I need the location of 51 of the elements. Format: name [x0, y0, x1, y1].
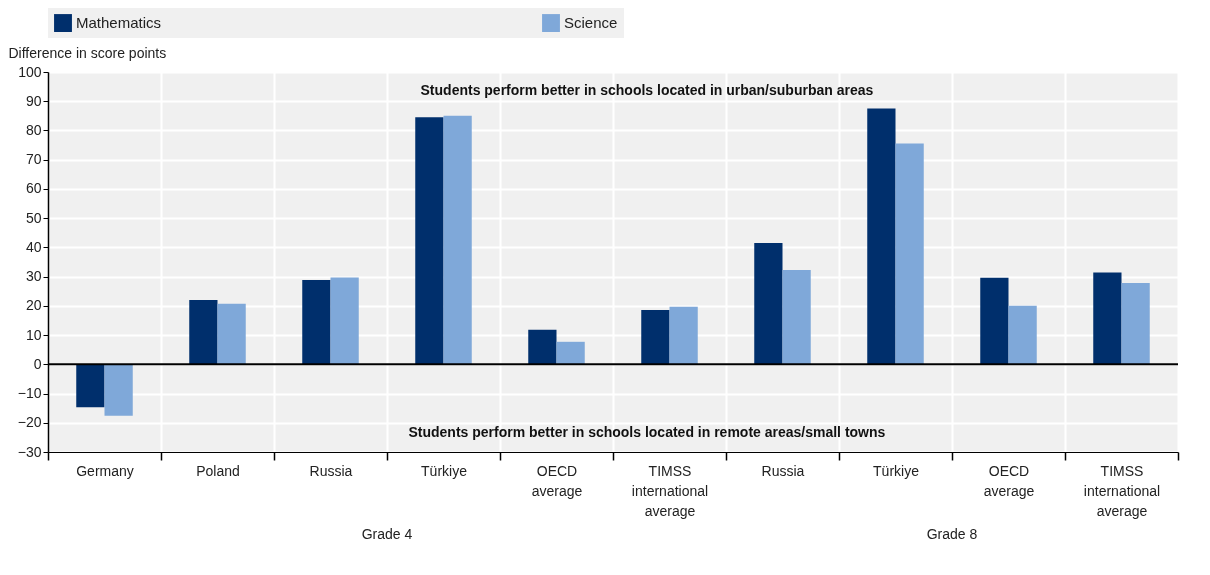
bar [415, 117, 444, 365]
bar [641, 309, 670, 365]
bar [1121, 283, 1150, 365]
bar [104, 364, 133, 416]
bar [302, 280, 331, 365]
x-tick-label: Türkiye [873, 462, 920, 479]
legend-label: Mathematics [76, 14, 162, 32]
bar [782, 269, 811, 365]
bar [76, 364, 105, 408]
bar [330, 277, 359, 365]
y-tick-label: 60 [25, 180, 42, 197]
y-tick-label: 90 [25, 92, 42, 109]
bar [443, 115, 472, 365]
x-tick-label: Türkiye [421, 462, 468, 479]
x-tick-label: Germany [76, 462, 134, 479]
bar [528, 329, 557, 365]
bar [980, 277, 1009, 365]
bar [1093, 272, 1122, 365]
y-tick-label: 20 [25, 297, 42, 314]
y-tick-label: −20 [17, 414, 42, 431]
x-tick-label: Russia [309, 462, 353, 479]
y-tick-label: 70 [25, 151, 42, 168]
x-tick-label: Poland [196, 462, 240, 479]
bar [217, 303, 246, 365]
x-tick-label: TIMSS international average [1083, 462, 1161, 519]
text: Grade 8 [926, 526, 978, 542]
annotation: Students perform better in schools located in urban/suburban areas [420, 82, 874, 98]
y-tick-label: −30 [17, 443, 42, 460]
annotation: Students perform better in schools located in remote areas/small towns [408, 424, 886, 440]
x-tick-label: OECD average [531, 462, 583, 499]
legend-label: Science [564, 14, 618, 32]
bar [754, 243, 783, 365]
y-tick-label: −10 [17, 385, 42, 402]
y-tick-label: 100 [18, 63, 42, 80]
x-tick-label: TIMSS international average [631, 462, 709, 519]
bar [1008, 305, 1037, 365]
bar [895, 143, 924, 365]
x-tick-label: OECD average [983, 462, 1035, 499]
bar [189, 300, 218, 365]
y-tick-label: 0 [33, 355, 42, 372]
y-tick-label: 40 [25, 238, 42, 255]
x-tick-label: Russia [761, 462, 805, 479]
bar [669, 306, 698, 365]
y-tick-label: 80 [25, 121, 42, 138]
bar [556, 341, 585, 365]
bar [867, 108, 896, 365]
y-tick-label: 30 [25, 268, 42, 285]
y-axis-title: Difference in score points [8, 44, 167, 61]
text: Grade 4 [361, 526, 413, 542]
y-tick-label: 50 [25, 209, 42, 226]
y-tick-label: 10 [25, 326, 42, 343]
